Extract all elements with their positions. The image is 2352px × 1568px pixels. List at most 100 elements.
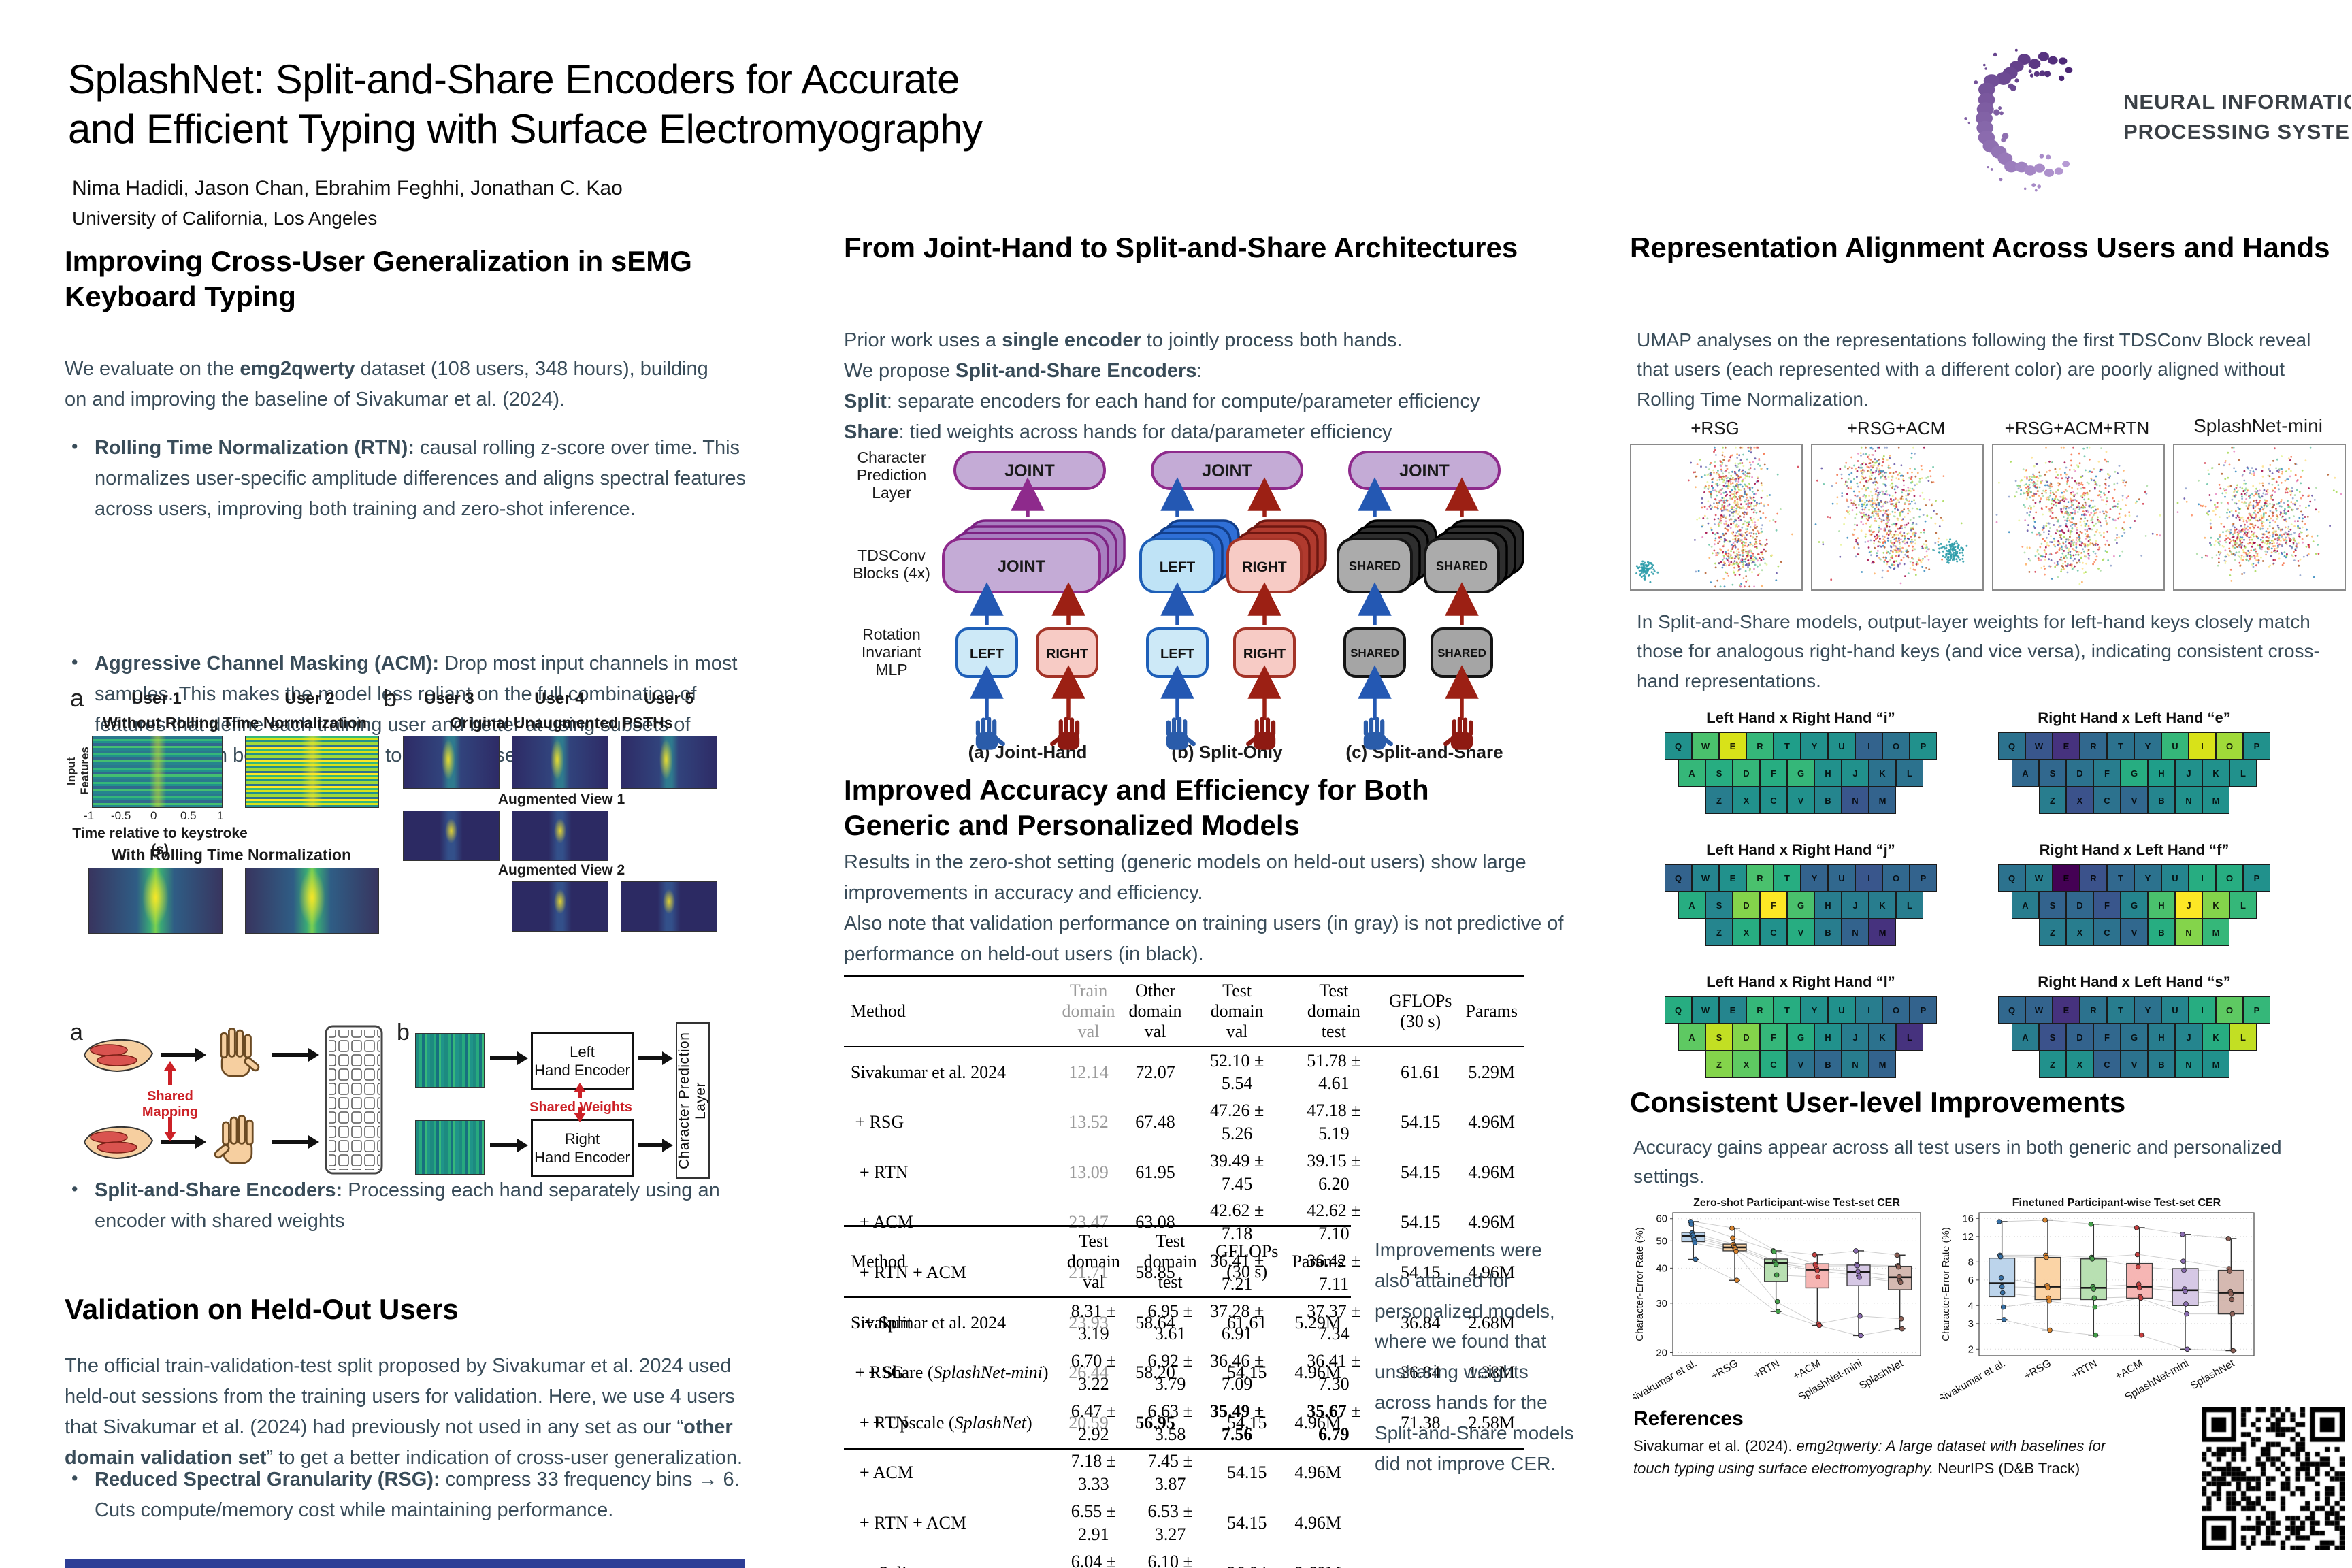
key-N: N: [1842, 919, 1869, 946]
logo-text-1: NEURAL INFORMATION: [2123, 90, 2351, 114]
joint-label: JOINT: [1202, 461, 1252, 480]
key-F: F: [2093, 760, 2121, 787]
xtick: -0.5: [111, 809, 131, 822]
svg-text:Sivakumar et al.: Sivakumar et al.: [1940, 1358, 2008, 1399]
svg-text:SplashNet: SplashNet: [1857, 1357, 1906, 1392]
key-S: S: [1705, 1024, 1733, 1051]
xtick: -1: [84, 809, 95, 822]
key-I: I: [2189, 996, 2216, 1024]
keyboard-title: Right Hand x Left Hand “s”: [2038, 973, 2231, 990]
svg-text:Character-Error Rate (%): Character-Error Rate (%): [1634, 1227, 1646, 1341]
keyboard-title: Left Hand x Right Hand “l”: [1706, 973, 1895, 990]
bullet-split-share: Split-and-Share Encoders: Processing eac…: [65, 1175, 765, 1237]
validation-pre: The official train-validation-test split…: [65, 1355, 735, 1438]
key-L: L: [2230, 760, 2257, 787]
key-S: S: [1705, 892, 1733, 919]
key-G: G: [2121, 1024, 2148, 1051]
shared-weights-arrow-up-icon: [574, 1083, 586, 1098]
key-C: C: [1760, 919, 1787, 946]
joint-label: JOINT: [998, 557, 1046, 576]
key-E: E: [2053, 996, 2080, 1024]
neurips-logo-swirl-icon: [1964, 48, 2073, 192]
key-K: K: [2202, 1024, 2230, 1051]
arrow-icon: [161, 1048, 206, 1062]
key-M: M: [2202, 919, 2230, 946]
diagram-split-only: JOINT LEFT RIGHT LEFT RIGHT: [1139, 451, 1327, 762]
key-P: P: [1910, 732, 1937, 760]
svg-text:SplashNet: SplashNet: [2189, 1357, 2237, 1392]
spectrogram-user2-raw: [245, 736, 379, 808]
key-J: J: [1842, 892, 1869, 919]
key-R: R: [1746, 864, 1774, 892]
arrow-icon: [161, 1135, 206, 1149]
key-O: O: [2216, 864, 2243, 892]
t: Prior work uses a: [844, 329, 1002, 351]
umap-label-rsg-acm-rtn: +RSG+ACM+RTN: [2004, 418, 2150, 438]
key-F: F: [2093, 892, 2121, 919]
key-P: P: [2243, 996, 2270, 1024]
bullet-rtn: Rolling Time Normalization (RTN): causal…: [65, 433, 765, 525]
row-label: TDSConv: [858, 546, 926, 564]
key-X: X: [2066, 787, 2093, 814]
key-S: S: [2039, 892, 2066, 919]
ref-italic: emg2qwerty: A large dataset with baselin…: [1633, 1437, 2106, 1477]
key-P: P: [2243, 864, 2270, 892]
fig1-aug1-title: Augmented View 1: [497, 791, 625, 807]
key-H: H: [1814, 1024, 1842, 1051]
aug2-user5: [621, 881, 717, 932]
key-J: J: [2175, 1024, 2202, 1051]
key-Y: Y: [1801, 864, 1828, 892]
joint-label: JOINT: [1399, 461, 1450, 480]
svg-text:4: 4: [1968, 1300, 1974, 1311]
key-R: R: [1746, 996, 1774, 1024]
key-U: U: [2161, 732, 2189, 760]
section-title-representation: Representation Alignment Across Users an…: [1630, 231, 2330, 263]
svg-text:Character-Error Rate (%): Character-Error Rate (%): [1940, 1227, 1952, 1341]
fig1-ylabel: Input Features: [65, 747, 91, 796]
shared-weights-arrow-down-icon: [574, 1107, 586, 1122]
arrow-icon: [272, 1048, 319, 1062]
svg-text:+ACM: +ACM: [1791, 1358, 1823, 1382]
bullet-rsg: Reduced Spectral Granularity (RSG): comp…: [65, 1465, 765, 1526]
shared-mapping-arrow-down-icon: [164, 1117, 176, 1141]
keyboard-title: Right Hand x Left Hand “f”: [2039, 841, 2230, 858]
t: Split-and-Share Encoders: [955, 359, 1197, 382]
key-W: W: [1692, 996, 1719, 1024]
key-I: I: [1855, 732, 1882, 760]
ref-post: NeurIPS (D&B Track): [1933, 1460, 2080, 1477]
key-L: L: [1896, 760, 1923, 787]
key-T: T: [2107, 996, 2134, 1024]
svg-text:12: 12: [1962, 1231, 1974, 1243]
key-G: G: [1787, 892, 1814, 919]
joint-label: JOINT: [1004, 461, 1055, 480]
key-Z: Z: [2039, 919, 2066, 946]
arch-line-3: Split: separate encoders for each hand f…: [844, 387, 1565, 417]
key-R: R: [2080, 864, 2107, 892]
key-Y: Y: [2134, 996, 2161, 1024]
fig1-user5-label: User 5: [644, 689, 694, 708]
psth-user5: [621, 736, 717, 789]
key-W: W: [2025, 996, 2053, 1024]
aug1-user3: [403, 811, 500, 861]
validation-post: ” to get a better indication of cross-us…: [266, 1446, 743, 1469]
fig1-label-b: b: [383, 684, 397, 712]
key-A: A: [2012, 1024, 2039, 1051]
umap-paragraph: UMAP analyses on the representations fol…: [1637, 329, 2311, 410]
left-label: LEFT: [1160, 559, 1196, 575]
key-E: E: [1719, 996, 1746, 1024]
key-M: M: [1869, 919, 1896, 946]
fig1-user2-label: User 2: [284, 689, 335, 708]
svg-text:+RTN: +RTN: [1752, 1358, 1782, 1382]
key-A: A: [1678, 760, 1705, 787]
muscle-icon: [83, 1126, 154, 1160]
key-X: X: [1733, 919, 1760, 946]
bullet-acm-lead: Aggressive Channel Masking (ACM):: [95, 652, 439, 674]
section-title-improving: Improving Cross-User Generalization in s…: [65, 245, 692, 313]
svg-text:6: 6: [1968, 1275, 1974, 1286]
umap-plot-rsg: [1630, 444, 1803, 591]
keyboard-heatmap-rh-f: Right Hand x Left Hand “f” Q W E R T Y U I O P A S D F…: [1994, 841, 2274, 946]
svg-text:30: 30: [1656, 1298, 1667, 1309]
